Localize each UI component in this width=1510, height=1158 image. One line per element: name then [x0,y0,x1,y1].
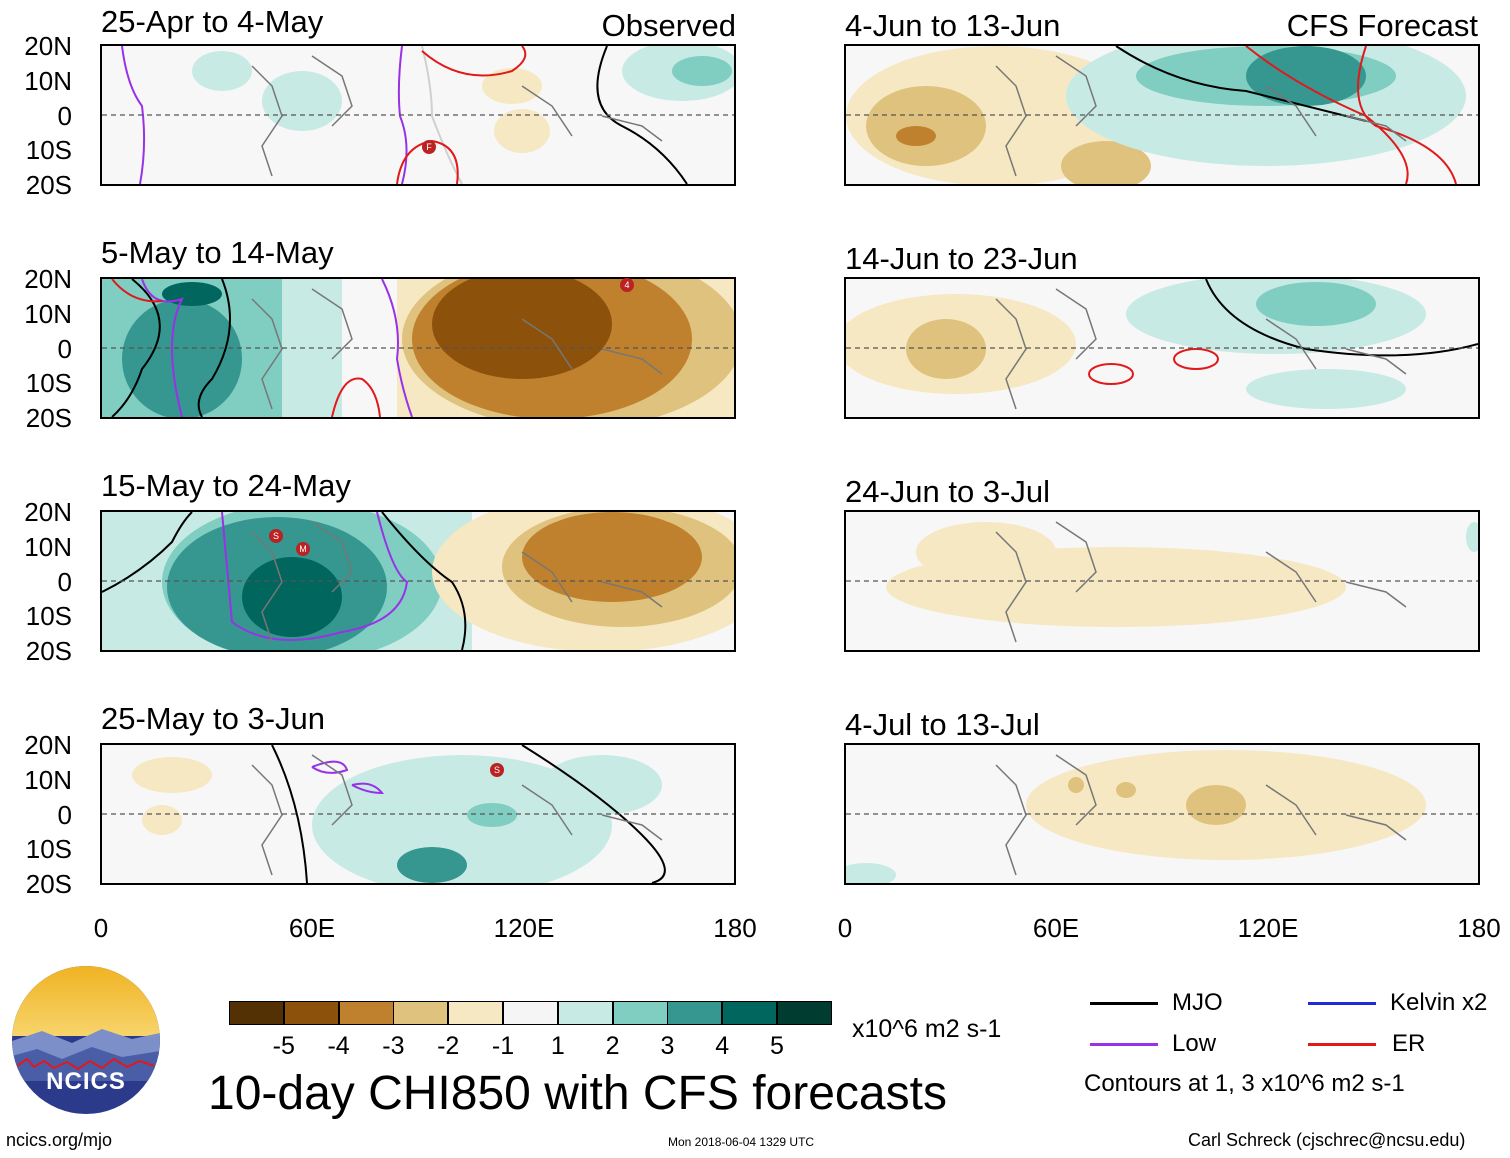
panel-title-right-2: 14-Jun to 23-Jun [845,241,1078,276]
colorbar-tick-label: -5 [272,1032,295,1060]
colorbar-swatch [503,1001,558,1025]
observed-label: Observed [601,8,736,43]
colorbar-tick-label: -3 [382,1032,405,1060]
panel-title-left-3: 15-May to 24-May [101,468,351,503]
colorbar-tick-label: 5 [770,1032,784,1060]
map-panel-left-2 [100,277,736,419]
panel-title-left-4: 25-May to 3-Jun [101,701,325,736]
colorbar-units: x10^6 m2 s-1 [852,1015,1002,1043]
legend-low-label: Low [1172,1030,1217,1057]
panel-title-right-3: 24-Jun to 3-Jul [845,474,1051,509]
lat-label-1-4: 10S [25,135,72,165]
map-panel-left-4 [100,743,736,885]
storm-marker-s: S [269,529,283,543]
lat-label-3-2: 10N [24,532,72,562]
lat-label-2-3: 0 [57,334,72,364]
footer-timestamp: Mon 2018-06-04 1329 UTC [668,1135,815,1149]
panel-title-left-1: 25-Apr to 4-May [101,4,324,39]
colorbar-swatch [283,1001,339,1025]
lat-label-1-2: 10N [24,66,72,96]
lon-label-180-left: 180 [713,913,757,943]
colorbar-swatch [448,1001,504,1025]
lat-label-1-5: 20S [25,170,72,200]
map-panel-right-1 [844,44,1480,186]
lon-label-120e-right: 120E [1237,913,1299,943]
lon-label-120e-left: 120E [493,913,555,943]
lon-label-0-right: 0 [837,913,853,943]
map-panel-right-2 [844,277,1480,419]
colorbar-tick-label: -4 [327,1032,350,1060]
lat-label-1-1: 20N [24,31,72,61]
storm-marker-f: F [422,140,436,154]
lat-label-3-4: 10S [25,601,72,631]
colorbar-tick-label: -1 [491,1032,515,1060]
lat-label-1-3: 0 [57,101,72,131]
lat-label-4-2: 10N [24,765,72,795]
lat-label-4-3: 0 [57,800,72,830]
footer-url[interactable]: ncics.org/mjo [6,1130,113,1150]
map-panel-left-3 [100,510,736,652]
colorbar-tick-label: 1 [550,1032,565,1060]
colorbar-swatch [612,1001,668,1025]
colorbar-tick-label: 3 [660,1032,675,1060]
colorbar-swatch [229,1001,284,1025]
colorbar-tick-label: -2 [437,1032,460,1060]
lat-label-2-1: 20N [24,264,72,294]
colorbar-swatch [667,1001,723,1025]
colorbar-tick-label: 2 [605,1032,620,1060]
panel-title-left-2: 5-May to 14-May [101,235,334,270]
lat-label-4-5: 20S [25,869,72,899]
main-title: 10-day CHI850 with CFS forecasts [208,1067,947,1120]
colorbar-swatch [338,1001,394,1025]
lat-label-3-3: 0 [57,567,72,597]
colorbar-swatch [557,1001,613,1025]
map-panel-right-4 [844,743,1480,885]
colorbar-swatch [777,1001,832,1025]
legend-er-line [1308,1043,1376,1046]
lat-label-2-2: 10N [24,299,72,329]
lon-label-60e-left: 60E [288,913,336,943]
lon-label-180-right: 180 [1457,913,1501,943]
legend-contours-note: Contours at 1, 3 x10^6 m2 s-1 [1084,1070,1405,1097]
lat-label-4-1: 20N [24,730,72,760]
legend-mjo-line [1090,1002,1158,1005]
storm-marker-m: M [296,542,310,556]
panel-title-right-1: 4-Jun to 13-Jun [845,8,1061,43]
colorbar-tick-label: 4 [715,1032,730,1060]
colorbar-swatch [722,1001,778,1025]
storm-marker-4: 4 [620,278,634,292]
cfs-forecast-label: CFS Forecast [1286,8,1478,43]
map-panel-right-3 [844,510,1480,652]
map-panel-left-1 [100,44,736,186]
legend-kelvin-line [1308,1002,1376,1005]
lon-label-0-left: 0 [93,913,109,943]
lat-label-4-4: 10S [25,834,72,864]
lat-label-2-4: 10S [25,368,72,398]
ncics-logo: NCICS [12,966,160,1114]
footer-author: Carl Schreck (cjschrec@ncsu.edu) [1188,1130,1466,1150]
panel-title-right-4: 4-Jul to 13-Jul [845,707,1040,742]
storm-marker-s2: S [490,763,504,777]
ncics-logo-text: NCICS [46,1068,126,1095]
legend-mjo-label: MJO [1172,989,1223,1016]
legend-er-label: ER [1392,1030,1426,1057]
colorbar-swatch [393,1001,449,1025]
lon-label-60e-right: 60E [1032,913,1080,943]
lat-label-2-5: 20S [25,403,72,433]
legend-kelvin-label: Kelvin x2 [1390,989,1488,1016]
lat-label-3-5: 20S [25,636,72,666]
legend-low-line [1090,1043,1158,1046]
lat-label-3-1: 20N [24,497,72,527]
